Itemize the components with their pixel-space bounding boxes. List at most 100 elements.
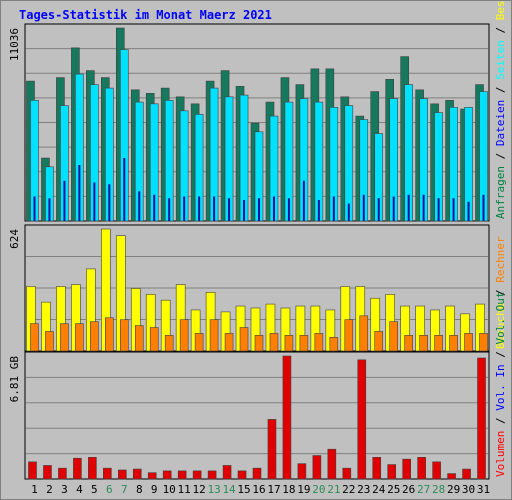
bar-seiten-day-30 bbox=[467, 201, 470, 221]
bar-volumen-day-8 bbox=[132, 468, 142, 480]
bar-rechner-day-18 bbox=[284, 335, 294, 352]
legend-entry: Volumen bbox=[494, 431, 507, 477]
x-tick-label-day-1: 1 bbox=[31, 483, 38, 496]
x-tick-label-day-30: 30 bbox=[462, 483, 475, 496]
bar-seiten-day-19 bbox=[302, 180, 305, 221]
bar-volumen-day-1 bbox=[28, 461, 37, 480]
bar-rechner-day-12 bbox=[194, 333, 204, 352]
bar-volumen-day-24 bbox=[372, 457, 382, 480]
bar-rechner-day-13 bbox=[209, 319, 219, 352]
x-tick-label-day-21: 21 bbox=[327, 483, 340, 496]
bar-rechner-day-23 bbox=[359, 315, 369, 352]
x-tick-label-day-26: 26 bbox=[402, 483, 415, 496]
x-tick-label-day-25: 25 bbox=[387, 483, 400, 496]
bar-volumen-day-19 bbox=[297, 463, 307, 480]
x-tick-label-day-7: 7 bbox=[121, 483, 128, 496]
bar-volumen-day-13 bbox=[207, 470, 217, 480]
bar-volumen-day-12 bbox=[192, 470, 202, 480]
bar-rechner-day-26 bbox=[404, 335, 413, 352]
bar-volumen-day-21 bbox=[327, 448, 337, 480]
bar-rechner-day-1 bbox=[30, 323, 39, 352]
legend-entry: / bbox=[494, 283, 507, 303]
legend-entry: Besuche bbox=[494, 303, 507, 349]
bar-volumen-day-26 bbox=[402, 458, 411, 480]
bar-volumen-day-15 bbox=[237, 470, 247, 480]
legend-entry: / bbox=[494, 80, 507, 100]
bar-rechner-day-25 bbox=[389, 321, 399, 352]
bar-rechner-day-7 bbox=[119, 319, 129, 352]
legend-entry: / bbox=[494, 20, 507, 40]
bar-rechner-day-30 bbox=[464, 333, 473, 352]
bar-seiten-day-21 bbox=[332, 196, 335, 221]
bar-volumen-day-3 bbox=[58, 467, 67, 480]
legend-text: Volumen / Vol. In / Vol. Out bbox=[494, 292, 507, 477]
bar-seiten-day-12 bbox=[198, 196, 201, 221]
x-tick-label-day-27: 27 bbox=[417, 483, 430, 496]
bar-seiten-day-28 bbox=[437, 198, 440, 221]
bar-seiten-day-15 bbox=[243, 200, 246, 221]
bar-volumen-day-17 bbox=[267, 419, 277, 480]
bar-seiten-day-29 bbox=[452, 198, 455, 221]
bar-seiten-day-3 bbox=[63, 180, 66, 221]
bar-volumen-day-6 bbox=[103, 467, 112, 480]
bar-volumen-day-20 bbox=[312, 455, 322, 480]
bar-volumen-day-27 bbox=[417, 457, 426, 480]
bar-seiten-day-18 bbox=[287, 198, 290, 221]
x-tick-label-day-8: 8 bbox=[136, 483, 143, 496]
x-tick-label-day-17: 17 bbox=[267, 483, 280, 496]
legend-entry: / bbox=[494, 146, 507, 166]
bar-rechner-day-8 bbox=[134, 325, 144, 352]
bar-rechner-day-15 bbox=[239, 327, 249, 352]
legend-text: Anfragen / Dateien / Seiten / Besuche bbox=[494, 0, 507, 219]
bar-seiten-day-2 bbox=[48, 198, 51, 221]
bar-rechner-day-22 bbox=[344, 319, 354, 352]
bar-rechner-day-5 bbox=[90, 321, 99, 352]
bar-volumen-day-5 bbox=[88, 457, 97, 480]
x-tick-label-day-23: 23 bbox=[357, 483, 370, 496]
x-tick-label-day-31: 31 bbox=[477, 483, 490, 496]
legend-entry: Anfragen bbox=[494, 166, 507, 219]
bar-volumen-day-29 bbox=[447, 473, 456, 480]
legend-entry: Besuche bbox=[494, 0, 507, 20]
bar-volumen-day-14 bbox=[222, 465, 232, 480]
x-tick-label-day-28: 28 bbox=[432, 483, 445, 496]
bar-seiten-day-10 bbox=[168, 198, 171, 221]
legend-entry: / bbox=[494, 345, 507, 365]
bar-rechner-day-29 bbox=[449, 335, 458, 352]
bar-seiten-day-26 bbox=[407, 194, 410, 221]
x-tick-label-day-20: 20 bbox=[312, 483, 325, 496]
bar-seiten-day-22 bbox=[347, 203, 350, 221]
x-tick-label-day-3: 3 bbox=[61, 483, 68, 496]
x-tick-label-day-10: 10 bbox=[163, 483, 176, 496]
bar-volumen-day-30 bbox=[462, 468, 471, 480]
bar-seiten-day-23 bbox=[362, 194, 365, 221]
bar-seiten-day-14 bbox=[228, 198, 231, 221]
bar-rechner-day-31 bbox=[479, 333, 488, 352]
legend-text: Besuche / Rechner bbox=[494, 236, 507, 349]
bar-volumen-day-18 bbox=[282, 355, 292, 480]
x-tick-label-day-24: 24 bbox=[372, 483, 386, 496]
bar-seiten-day-20 bbox=[317, 200, 320, 221]
bar-seiten-day-5 bbox=[93, 182, 96, 221]
bar-rechner-day-10 bbox=[164, 335, 174, 352]
y-max-label: 11036 bbox=[8, 28, 21, 61]
bar-rechner-day-24 bbox=[374, 331, 384, 352]
bar-volumen-day-11 bbox=[177, 470, 187, 480]
x-tick-label-day-2: 2 bbox=[46, 483, 53, 496]
legend-entry: / bbox=[494, 411, 507, 431]
chart-title: Tages-Statistik im Monat Maerz 2021 bbox=[19, 8, 272, 22]
x-tick-label-day-16: 16 bbox=[252, 483, 265, 496]
bar-seiten-day-27 bbox=[422, 194, 425, 221]
x-tick-label-day-9: 9 bbox=[151, 483, 158, 496]
legend-entry: Vol. Out bbox=[494, 292, 507, 345]
bar-rechner-day-4 bbox=[75, 323, 84, 352]
bar-volumen-day-4 bbox=[73, 457, 82, 480]
legend-entry: Seiten bbox=[494, 40, 507, 80]
bar-volumen-day-7 bbox=[117, 469, 127, 480]
bar-volumen-day-9 bbox=[147, 472, 157, 480]
x-tick-label-day-15: 15 bbox=[237, 483, 250, 496]
bar-seiten-day-17 bbox=[272, 196, 275, 221]
bar-seiten-day-6 bbox=[108, 184, 111, 221]
bar-rechner-day-20 bbox=[314, 333, 324, 352]
bar-seiten-day-7 bbox=[123, 158, 126, 221]
